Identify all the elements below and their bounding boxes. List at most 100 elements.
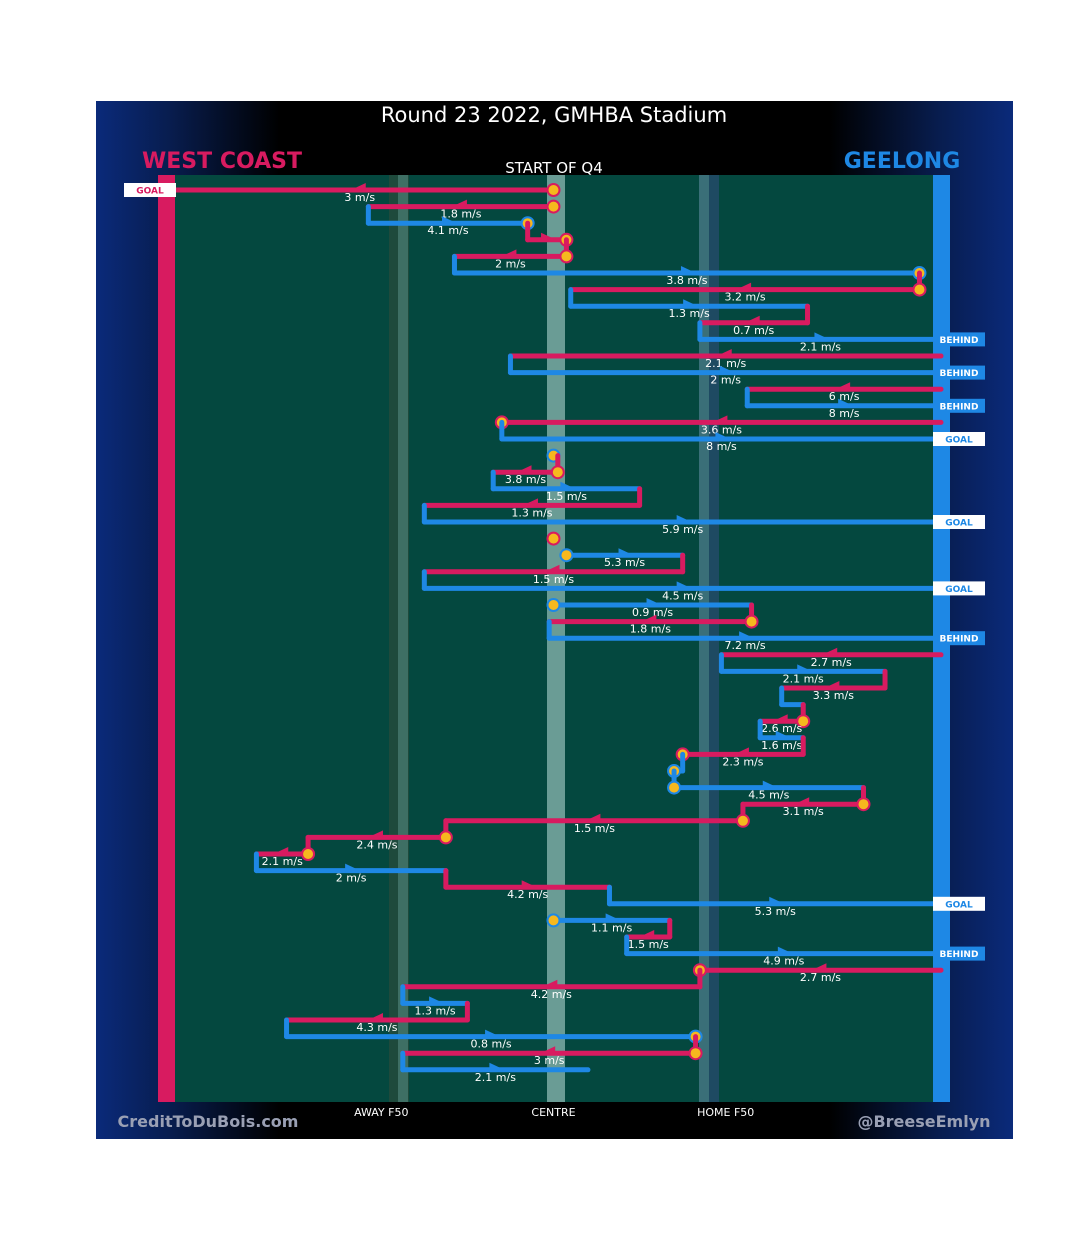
score-tag-label: GOAL <box>945 585 973 595</box>
chain-arrow <box>824 681 840 689</box>
chain-arrow <box>744 315 760 324</box>
stoppage-marker <box>546 531 561 546</box>
stoppage-marker <box>559 249 574 264</box>
speed-label: 2.1 m/s <box>475 1071 516 1084</box>
chain-arrow <box>775 730 791 739</box>
score-tag-label: GOAL <box>945 900 973 910</box>
speed-label: 4.1 m/s <box>427 224 468 237</box>
score-tag-box <box>933 631 985 646</box>
x-tick-label-0: AWAY F50 <box>354 1106 408 1119</box>
chain-arrow <box>712 415 728 424</box>
speed-label: 2.1 m/s <box>800 340 841 353</box>
speed-label: 2.6 m/s <box>761 722 802 735</box>
chain-arrow <box>485 1029 501 1038</box>
chain-arrow <box>501 249 517 258</box>
chain-arrow <box>739 631 755 640</box>
chain-arrow <box>542 979 558 988</box>
speed-label: 4.5 m/s <box>748 789 789 802</box>
chain-arrow <box>772 714 788 723</box>
chain-arrow <box>719 365 735 374</box>
stoppage-marker <box>559 548 574 563</box>
chain-arrow <box>769 896 785 905</box>
speed-label: 5.9 m/s <box>662 523 703 536</box>
stoppage-marker <box>546 913 561 928</box>
chain-arrow <box>618 548 634 557</box>
west-coast-team-name: WEST COAST <box>142 149 302 174</box>
speed-label: 0.7 m/s <box>733 324 774 337</box>
geelong-team-name: GEELONG <box>844 149 961 174</box>
score-tag-label: BEHIND <box>940 402 979 412</box>
score-tag-label: BEHIND <box>940 950 979 960</box>
score-tag-box <box>933 398 985 413</box>
x-tick-label-1: CENTRE <box>531 1106 575 1119</box>
chain-arrow <box>676 581 692 590</box>
score-tag-box <box>933 332 985 347</box>
speed-label: 2 m/s <box>336 872 367 885</box>
speed-label: 2.1 m/s <box>705 357 746 370</box>
speed-label: 7.2 m/s <box>725 639 766 652</box>
quarter-subtitle: START OF Q4 <box>505 159 603 177</box>
speed-label: 5.3 m/s <box>604 556 645 569</box>
chain-arrow <box>489 1062 505 1071</box>
possession-chains: 3 m/s GOAL 1.8 m/s 4.1 m/s 2 m/s 3.8 m/s 3.2 m… <box>124 183 985 1084</box>
score-tag-label: GOAL <box>945 519 973 529</box>
speed-label: 0.8 m/s <box>470 1038 511 1051</box>
score-tag-label: GOAL <box>945 436 973 446</box>
score-tag-box <box>933 946 985 961</box>
chart-title: Round 23 2022, GMHBA Stadium <box>381 103 727 127</box>
stoppage-marker <box>438 830 453 845</box>
speed-label: 1.6 m/s <box>761 739 802 752</box>
score-tag-box <box>124 183 176 197</box>
stoppage-marker <box>546 183 561 197</box>
chain-arrow <box>516 465 532 474</box>
chain-arrow <box>838 398 854 407</box>
speed-label: 3.3 m/s <box>813 689 854 702</box>
chain-arrow <box>560 481 576 490</box>
speed-label: 1.3 m/s <box>669 307 710 320</box>
chain-arrow <box>777 946 793 955</box>
chain-arrow <box>540 1046 556 1055</box>
score-tag-label: GOAL <box>136 187 164 197</box>
stoppage-marker <box>688 1046 703 1061</box>
credit-right: @BreeseEmlyn <box>857 1112 990 1131</box>
chain-arrow <box>811 963 827 972</box>
speed-label: 2.1 m/s <box>783 672 824 685</box>
score-tag-label: BEHIND <box>940 336 979 346</box>
score-tag-box <box>933 365 985 380</box>
chain-arrow <box>814 332 830 341</box>
chain-arrow <box>641 614 657 623</box>
speed-label: 1.3 m/s <box>511 506 552 519</box>
chain-arrow <box>736 282 752 291</box>
chain-arrow <box>345 863 361 872</box>
x-tick-label-2: HOME F50 <box>697 1106 754 1119</box>
speed-label: 6 m/s <box>829 390 860 403</box>
chain-arrow <box>822 647 838 656</box>
speed-label: 3 m/s <box>534 1054 565 1067</box>
score-tag-label: BEHIND <box>940 635 979 645</box>
speed-label: 3.8 m/s <box>666 274 707 287</box>
speed-label: 3.2 m/s <box>725 291 766 304</box>
speed-label: 4.3 m/s <box>356 1021 397 1034</box>
stoppage-marker <box>667 780 682 795</box>
chain-arrow <box>733 747 749 756</box>
stoppage-marker <box>856 797 871 812</box>
chain-arrow <box>451 199 467 208</box>
chain-arrow <box>683 299 699 308</box>
chain-arrow <box>522 498 538 507</box>
west-coast-goal-post <box>158 175 175 1102</box>
credit-left: CreditToDuBois.com <box>118 1112 299 1131</box>
speed-label: 2.7 m/s <box>811 656 852 669</box>
chain-arrow <box>273 847 289 855</box>
x-axis-ticks: AWAY F50 CENTRE HOME F50 <box>354 1106 754 1119</box>
chain-arrow <box>762 780 778 789</box>
speed-label: 8 m/s <box>829 407 860 420</box>
speed-label: 4.2 m/s <box>531 988 572 1001</box>
chain-arrow <box>585 813 601 822</box>
away-f50-line <box>398 175 408 1102</box>
speed-label: 2 m/s <box>495 257 526 270</box>
stoppage-marker <box>912 282 927 297</box>
chain-arrow <box>835 382 851 391</box>
chain-arrow <box>350 183 366 191</box>
speed-label: 2.1 m/s <box>262 855 303 868</box>
chain-arrow <box>521 880 537 889</box>
